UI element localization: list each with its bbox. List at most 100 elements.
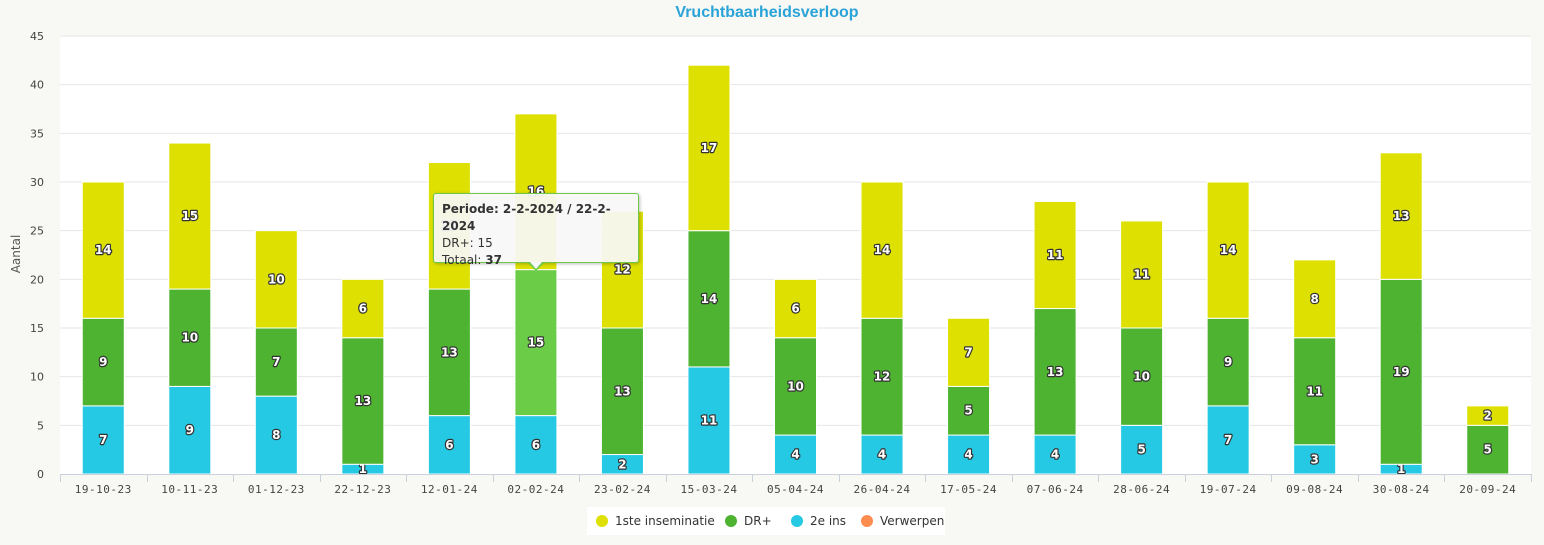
bar-segment-dr+[interactable]	[81, 317, 125, 407]
bar-stack-09-08-24[interactable]: 3 11 8	[1293, 259, 1337, 475]
bar-segment-dr+[interactable]	[1293, 337, 1337, 446]
x-tick-label: 05-04-24	[767, 483, 824, 496]
tooltip-total: Totaal: 37	[442, 253, 502, 267]
bar-stack-19-10-23[interactable]: 7 9 14	[81, 181, 125, 475]
bar-stack-15-03-24[interactable]: 11 14 17	[687, 64, 731, 475]
bar-segment-dr+[interactable]	[947, 385, 991, 436]
legend-label: 2e ins	[810, 514, 846, 528]
bar-segment-1ste-inseminatie[interactable]	[1293, 259, 1337, 339]
bar-segment-2e-ins[interactable]	[860, 434, 904, 475]
y-tick-label: 45	[30, 30, 44, 43]
x-tick-label: 10-11-23	[161, 483, 218, 496]
data-label: 10	[181, 331, 198, 345]
bar-segment-1ste-inseminatie[interactable]	[1379, 152, 1423, 280]
bar-stack-30-08-24[interactable]: 1 19 13	[1379, 152, 1423, 477]
bar-stack-01-12-23[interactable]: 8 7 10	[254, 230, 298, 475]
data-label: 8	[1310, 292, 1318, 306]
bar-segment-1ste-inseminatie[interactable]	[687, 64, 731, 232]
data-label: 4	[791, 448, 799, 462]
bar-stack-19-07-24[interactable]: 7 9 14	[1206, 181, 1250, 475]
y-tick-label: 25	[30, 225, 44, 238]
bar-segment-dr+[interactable]	[168, 288, 212, 387]
x-tick-label: 07-06-24	[1027, 483, 1084, 496]
bar-segment-dr+[interactable]	[1206, 317, 1250, 407]
bar-segment-2e-ins[interactable]	[254, 395, 298, 475]
x-tick-label: 22-12-23	[334, 483, 391, 496]
bar-segment-dr+[interactable]	[1120, 327, 1164, 426]
bar-segment-1ste-inseminatie[interactable]	[1206, 181, 1250, 319]
legend-box	[587, 507, 945, 535]
bar-segment-2e-ins[interactable]	[514, 415, 558, 475]
bar-segment-dr+[interactable]	[341, 337, 385, 465]
bar-segment-2e-ins[interactable]	[427, 415, 471, 475]
bar-segment-dr+[interactable]	[1379, 278, 1423, 465]
bar-segment-1ste-inseminatie[interactable]	[860, 181, 904, 319]
bar-stack-10-11-23[interactable]: 9 10 15	[168, 142, 212, 475]
bar-stack-17-05-24[interactable]: 4 5 7	[947, 317, 991, 475]
bar-segment-1ste-inseminatie[interactable]	[254, 230, 298, 329]
y-tick-label: 40	[30, 79, 44, 92]
bar-segment-2e-ins[interactable]	[1206, 405, 1250, 475]
bar-stack-05-04-24[interactable]: 4 10 6	[774, 278, 817, 475]
y-tick-label: 15	[30, 322, 44, 335]
bar-segment-1ste-inseminatie[interactable]	[1033, 200, 1077, 310]
bar-stack-26-04-24[interactable]: 4 12 14	[860, 181, 904, 475]
y-tick-label: 30	[30, 176, 44, 189]
bar-segment-dr+[interactable]	[427, 288, 471, 417]
legend-item-2e-ins[interactable]: 2e ins	[791, 514, 846, 528]
bar-segment-dr+[interactable]	[514, 269, 558, 417]
bar-stack-22-12-23[interactable]: 1 13 6	[341, 278, 385, 477]
data-label: 15	[528, 336, 545, 350]
data-label: 4	[964, 448, 972, 462]
x-tick-label: 17-05-24	[940, 483, 997, 496]
bar-segment-dr+[interactable]	[1466, 424, 1510, 475]
bar-segment-2e-ins[interactable]	[947, 434, 991, 475]
data-label: 4	[1051, 448, 1059, 462]
bar-segment-1ste-inseminatie[interactable]	[947, 317, 991, 387]
bar-segment-2e-ins[interactable]	[81, 405, 125, 475]
legend-item-verwerpen[interactable]: Verwerpen	[861, 514, 944, 528]
data-label: 7	[1224, 433, 1232, 447]
data-label: 9	[1224, 355, 1232, 369]
data-label: 11	[1133, 267, 1150, 281]
bar-segment-1ste-inseminatie[interactable]	[1120, 220, 1164, 329]
y-axis-ticks: 0 5 10 15 20 25 30 35 40 45	[30, 30, 44, 481]
legend-marker	[596, 515, 608, 527]
bar-segment-1ste-inseminatie[interactable]	[774, 278, 817, 339]
bar-segment-2e-ins[interactable]	[1033, 434, 1077, 475]
x-tick-label: 12-01-24	[421, 483, 478, 496]
bar-stack-07-06-24[interactable]: 4 13 11	[1033, 200, 1077, 475]
data-label: 7	[272, 355, 280, 369]
bar-segment-dr+[interactable]	[860, 317, 904, 436]
bar-segment-1ste-inseminatie[interactable]	[341, 278, 385, 339]
legend-item-1ste-inseminatie[interactable]: 1ste inseminatie	[596, 514, 715, 528]
y-tick-label: 20	[30, 273, 44, 286]
x-tick-label: 26-04-24	[854, 483, 911, 496]
bar-segment-dr+[interactable]	[254, 327, 298, 397]
x-tick-label: 30-08-24	[1373, 483, 1430, 496]
legend-item-dr+[interactable]: DR+	[725, 514, 772, 528]
bar-segment-dr+[interactable]	[600, 327, 644, 456]
bar-segment-1ste-inseminatie[interactable]	[168, 142, 212, 290]
data-label: 13	[355, 394, 372, 408]
bar-segment-1ste-inseminatie[interactable]	[1466, 405, 1510, 426]
bar-stack-20-09-24[interactable]: 52	[1466, 405, 1510, 475]
bar-segment-1ste-inseminatie[interactable]	[81, 181, 125, 319]
x-tick-label: 01-12-23	[248, 483, 305, 496]
data-label: 19	[1393, 365, 1410, 379]
bar-segment-dr+[interactable]	[687, 230, 731, 368]
legend: 1ste inseminatie DR+ 2e ins Verwerpen	[587, 507, 945, 535]
data-label: 5	[1137, 443, 1145, 457]
bar-stack-28-06-24[interactable]: 5 10 11	[1120, 220, 1164, 475]
data-label: 13	[1393, 209, 1410, 223]
data-label: 2	[618, 457, 626, 471]
y-tick-label: 35	[30, 127, 44, 140]
bar-segment-2e-ins[interactable]	[1120, 424, 1164, 475]
legend-marker	[791, 515, 803, 527]
y-tick-label: 5	[37, 419, 44, 432]
data-label: 10	[1133, 370, 1150, 384]
data-label: 7	[99, 433, 107, 447]
data-label: 14	[701, 292, 718, 306]
